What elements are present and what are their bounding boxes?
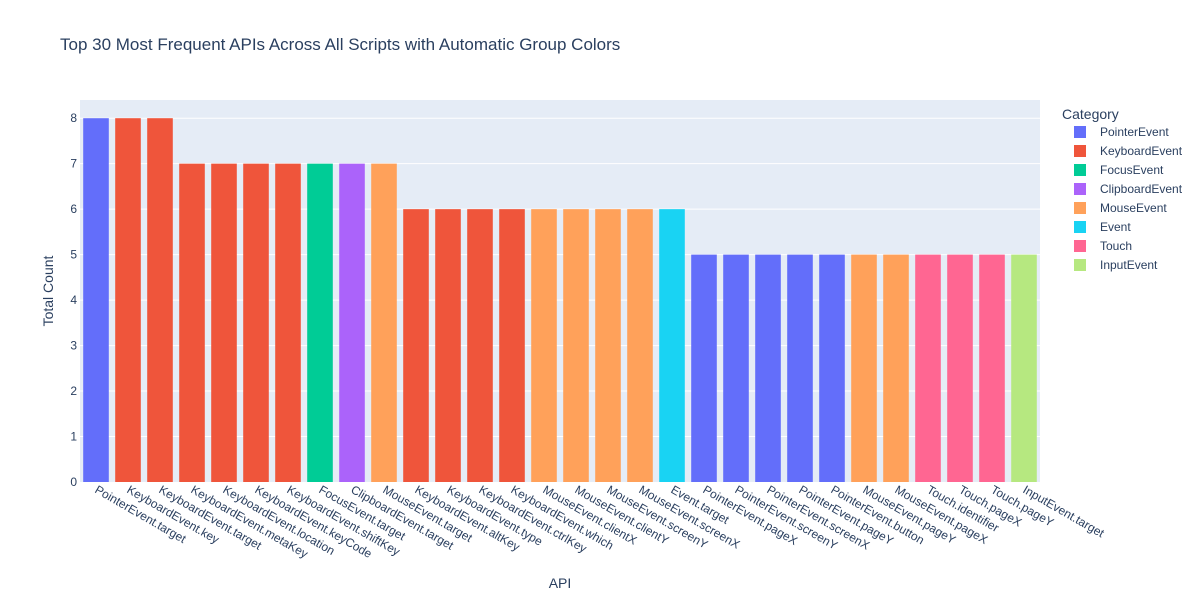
bar [883,254,909,482]
bar [435,209,461,482]
bar [595,209,621,482]
legend-item[interactable]: KeyboardEvent [1074,144,1183,158]
bar [563,209,589,482]
legend-swatch [1074,126,1086,138]
y-tick-label: 5 [70,248,77,262]
bar [243,163,269,482]
legend-swatch [1074,240,1086,252]
bar [979,254,1005,482]
bar [179,163,205,482]
x-axis-ticks: PointerEvent.targetKeyboardEvent.keyKeyb… [93,482,1108,561]
legend-label: InputEvent [1100,258,1158,272]
bar [1011,254,1037,482]
bar [851,254,877,482]
y-tick-label: 8 [70,111,77,125]
legend-label: FocusEvent [1100,163,1164,177]
legend-swatch [1074,202,1086,214]
y-axis-title: Total Count [40,255,56,326]
bar [211,163,237,482]
y-tick-label: 1 [70,430,77,444]
bar [691,254,717,482]
legend-label: Event [1100,220,1131,234]
legend-label: KeyboardEvent [1100,144,1183,158]
bar [627,209,653,482]
bar [787,254,813,482]
chart-title: Top 30 Most Frequent APIs Across All Scr… [60,35,620,54]
bar [339,163,365,482]
y-axis-ticks: 0 1 2 3 4 5 6 7 8 [70,111,77,489]
bar [403,209,429,482]
legend-swatch [1074,259,1086,271]
bar [371,163,397,482]
legend-label: PointerEvent [1100,125,1169,139]
legend-item[interactable]: FocusEvent [1074,163,1164,177]
legend-item[interactable]: MouseEvent [1074,201,1167,215]
x-axis-title: API [549,575,572,591]
y-tick-label: 4 [70,293,77,307]
gridlines [80,117,1040,438]
bar [531,209,557,482]
bar [115,118,141,482]
y-tick-label: 3 [70,339,77,353]
bar [947,254,973,482]
bars [83,118,1037,482]
legend-label: ClipboardEvent [1100,182,1183,196]
legend-swatch [1074,145,1086,157]
y-tick-label: 0 [70,475,77,489]
legend-swatch [1074,221,1086,233]
legend-item[interactable]: Event [1074,220,1131,234]
legend-swatch [1074,183,1086,195]
legend: Category PointerEvent KeyboardEvent FocusE… [1062,106,1183,272]
bar [499,209,525,482]
legend-swatch [1074,164,1086,176]
bar [147,118,173,482]
bar [467,209,493,482]
y-tick-label: 7 [70,157,77,171]
legend-label: Touch [1100,239,1132,253]
bar [723,254,749,482]
bar [275,163,301,482]
y-tick-label: 2 [70,384,77,398]
bar [83,118,109,482]
bar [659,209,685,482]
legend-item[interactable]: ClipboardEvent [1074,182,1183,196]
legend-item[interactable]: PointerEvent [1074,125,1169,139]
bar [307,163,333,482]
legend-title: Category [1062,106,1119,122]
bar [915,254,941,482]
y-tick-label: 6 [70,202,77,216]
legend-item[interactable]: InputEvent [1074,258,1158,272]
bar [819,254,845,482]
legend-label: MouseEvent [1100,201,1167,215]
legend-item[interactable]: Touch [1074,239,1132,253]
bar [755,254,781,482]
